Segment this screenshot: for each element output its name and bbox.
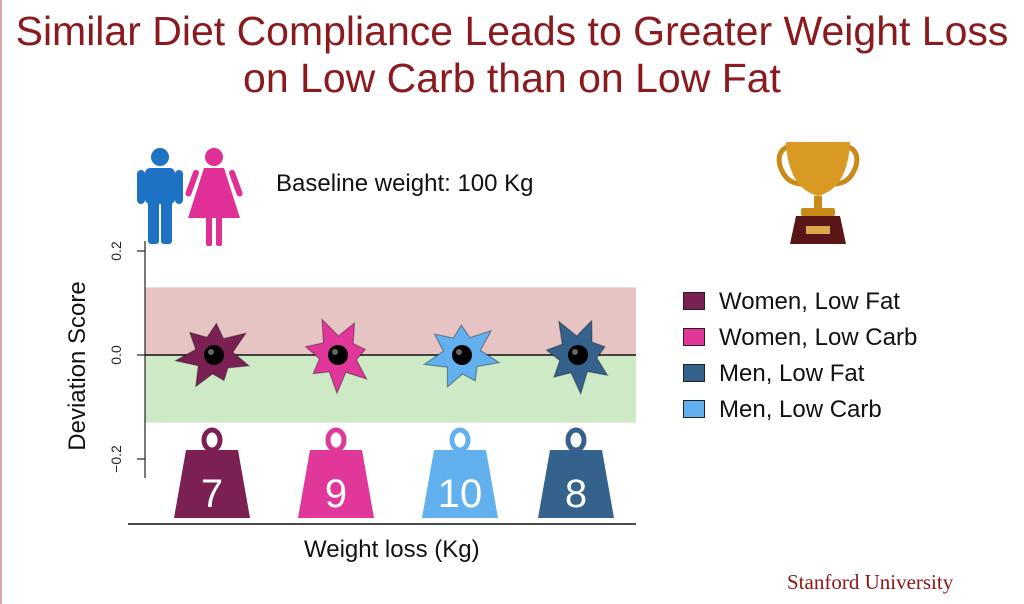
man-head (151, 148, 169, 166)
woman-leg-left (206, 216, 212, 246)
weight-loss-label: 8 (565, 472, 587, 516)
weight-body (298, 450, 374, 518)
footer-logo-text: Stanford University (787, 570, 954, 594)
splat-marker (545, 319, 609, 396)
man-icon (137, 148, 183, 244)
legend-label: Women, Low Carb (719, 324, 918, 351)
woman-head (205, 148, 223, 166)
legend-label: Women, Low Fat (719, 288, 900, 315)
weight-ring (325, 427, 347, 453)
trophy-icon (776, 142, 860, 244)
weight-icon: 10 (422, 427, 498, 518)
woman-leg-right (216, 216, 222, 246)
woman-icon (185, 148, 243, 246)
weight-icon: 8 (538, 427, 614, 518)
x-axis-label: Weight loss (Kg) (304, 536, 480, 563)
woman-arm-right (229, 169, 243, 197)
baseline-weight-text: Baseline weight: 100 Kg (276, 170, 534, 197)
chart-markers (173, 317, 609, 396)
splat-center (452, 345, 472, 365)
splat-center (328, 345, 348, 365)
weight-loss-label: 10 (438, 472, 483, 516)
legend-swatch (683, 400, 705, 418)
splat-center (568, 345, 588, 365)
legend-label: Men, Low Fat (719, 360, 865, 387)
trophy-plaque (806, 226, 830, 234)
trophy-stem (814, 196, 822, 210)
man-leg-left (148, 200, 159, 244)
slide-title: Similar Diet Compliance Leads to Greater… (15, 8, 1009, 101)
y-tick-label: −0.2 (108, 445, 124, 473)
splat-marker (173, 322, 251, 388)
weight-loss-label: 7 (201, 472, 223, 516)
man-torso (145, 168, 175, 204)
weight-icon: 7 (174, 427, 250, 518)
weight-body (538, 450, 614, 518)
man-arm-right (175, 170, 183, 204)
chart-weights: 7 9 10 8 (174, 427, 614, 518)
splat-highlight (208, 349, 214, 355)
weight-ring (565, 427, 587, 453)
legend-label: Men, Low Carb (719, 396, 882, 423)
splat-center (204, 345, 224, 365)
splat-highlight (572, 349, 578, 355)
trophy-handle-left (776, 143, 803, 187)
man-leg-right (161, 200, 172, 244)
y-tick-label: 0.2 (108, 241, 124, 261)
trophy-handle-right (833, 143, 860, 187)
weight-loss-label: 9 (325, 472, 347, 516)
splat-marker (422, 323, 501, 389)
weight-body (174, 450, 250, 518)
weight-ring (201, 427, 223, 453)
weight-icon: 9 (298, 427, 374, 518)
y-tick-label: 0.0 (108, 345, 124, 365)
trophy-cup (786, 142, 850, 196)
woman-dress (188, 168, 240, 218)
weight-body (422, 450, 498, 518)
man-arm-left (137, 170, 145, 204)
trophy-collar (801, 208, 835, 216)
splat-highlight (456, 349, 462, 355)
splat-highlight (332, 349, 338, 355)
splat-marker (304, 317, 368, 395)
woman-arm-left (185, 169, 199, 197)
legend-swatch (683, 328, 705, 346)
legend-swatch (683, 364, 705, 382)
legend-swatch (683, 292, 705, 310)
y-axis-label: Deviation Score (64, 281, 91, 451)
weight-ring (449, 427, 471, 453)
slide-edge (0, 0, 2, 604)
